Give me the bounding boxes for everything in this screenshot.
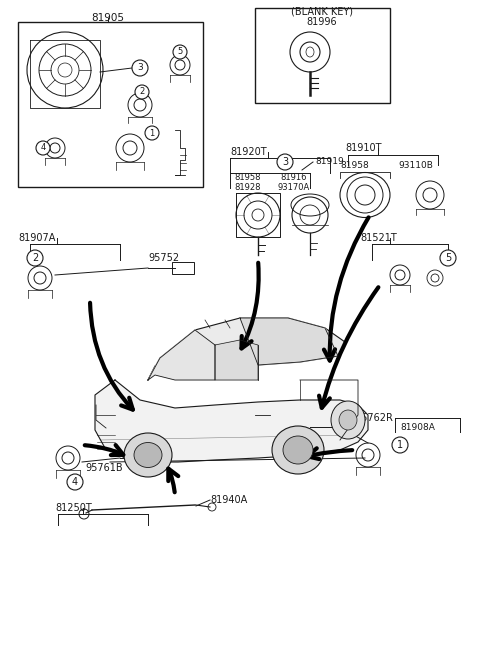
Polygon shape bbox=[148, 330, 215, 380]
Text: 95762R: 95762R bbox=[355, 413, 393, 423]
Circle shape bbox=[132, 60, 148, 76]
Text: 81908A: 81908A bbox=[400, 424, 435, 432]
Text: 81920T: 81920T bbox=[230, 147, 266, 157]
Text: 81905: 81905 bbox=[92, 13, 124, 23]
Bar bbox=[288, 420, 313, 434]
Circle shape bbox=[135, 85, 149, 99]
Ellipse shape bbox=[339, 410, 357, 430]
Circle shape bbox=[173, 45, 187, 59]
Circle shape bbox=[277, 154, 293, 170]
Ellipse shape bbox=[272, 426, 324, 474]
Text: 81521T: 81521T bbox=[360, 233, 397, 243]
Ellipse shape bbox=[283, 436, 313, 464]
Polygon shape bbox=[95, 380, 368, 462]
Circle shape bbox=[208, 503, 216, 511]
Circle shape bbox=[27, 250, 43, 266]
Text: 1: 1 bbox=[397, 440, 403, 450]
Ellipse shape bbox=[306, 47, 314, 57]
Ellipse shape bbox=[124, 433, 172, 477]
Polygon shape bbox=[240, 318, 338, 365]
Bar bbox=[255, 8, 390, 103]
Text: 81958: 81958 bbox=[340, 160, 369, 170]
Text: 95761B: 95761B bbox=[85, 463, 122, 473]
Text: 5: 5 bbox=[178, 48, 182, 57]
Text: 3: 3 bbox=[137, 63, 143, 72]
Circle shape bbox=[392, 437, 408, 453]
Text: 95752: 95752 bbox=[148, 253, 179, 263]
Circle shape bbox=[440, 250, 456, 266]
Text: 81919: 81919 bbox=[315, 158, 344, 166]
Polygon shape bbox=[148, 318, 345, 380]
Text: 81910T: 81910T bbox=[345, 143, 382, 153]
Text: 2: 2 bbox=[32, 253, 38, 263]
Text: 81940A: 81940A bbox=[210, 495, 247, 505]
Circle shape bbox=[67, 474, 83, 490]
Text: 81958: 81958 bbox=[234, 173, 261, 183]
Text: 93170A: 93170A bbox=[278, 183, 310, 192]
Text: 1: 1 bbox=[149, 128, 155, 138]
Text: 81928: 81928 bbox=[234, 183, 261, 192]
Text: 2: 2 bbox=[139, 87, 144, 96]
Text: 4: 4 bbox=[72, 477, 78, 487]
Ellipse shape bbox=[331, 401, 365, 439]
Text: 3: 3 bbox=[282, 157, 288, 167]
Bar bbox=[172, 262, 194, 274]
Bar bbox=[145, 451, 167, 465]
Circle shape bbox=[36, 141, 50, 155]
Text: 4: 4 bbox=[40, 143, 46, 153]
Bar bbox=[18, 22, 203, 187]
Text: (BLANK KEY): (BLANK KEY) bbox=[291, 7, 353, 17]
Text: 81916: 81916 bbox=[280, 173, 307, 183]
Text: 5: 5 bbox=[445, 253, 451, 263]
Ellipse shape bbox=[134, 443, 162, 467]
Circle shape bbox=[79, 509, 89, 519]
Text: 81907A: 81907A bbox=[18, 233, 55, 243]
Polygon shape bbox=[215, 340, 258, 380]
Text: 81250T: 81250T bbox=[55, 503, 92, 513]
Text: 81996: 81996 bbox=[307, 17, 337, 27]
Text: 93110B: 93110B bbox=[398, 160, 433, 170]
Circle shape bbox=[145, 126, 159, 140]
